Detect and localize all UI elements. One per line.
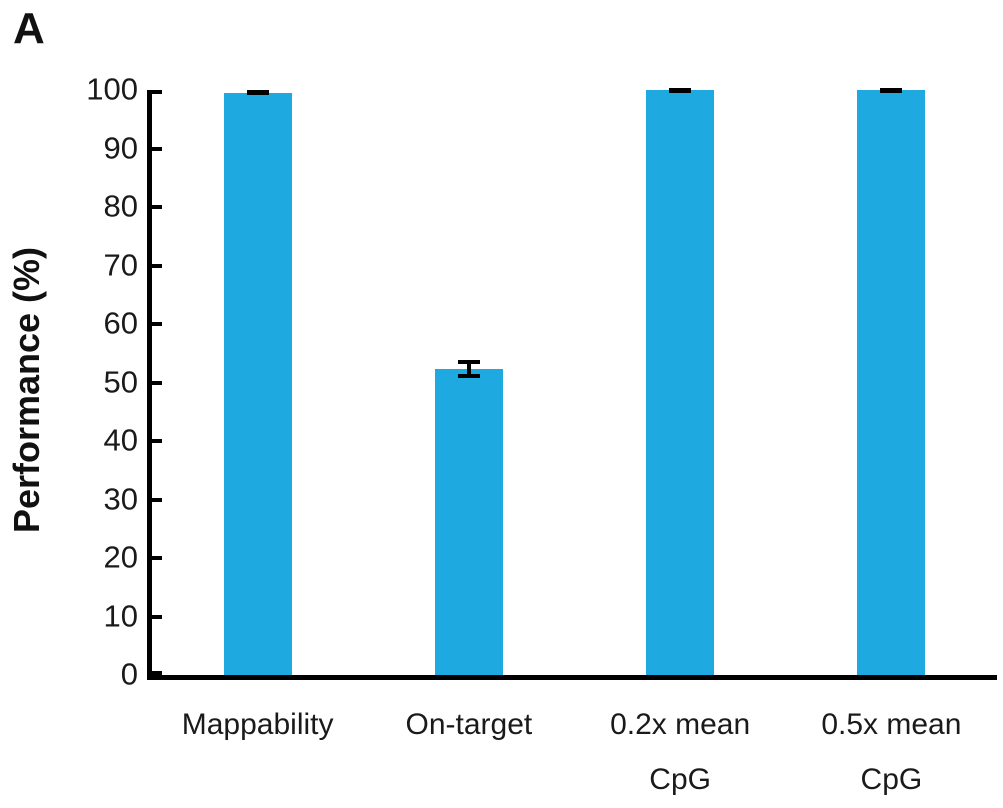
y-tick-label: 70 [103,246,138,282]
y-tick-label: 80 [103,188,138,224]
error-bar-on-target [457,360,480,378]
y-tick-label: 0 [120,656,138,692]
y-axis-tick [152,439,162,443]
y-axis-tick [152,205,162,209]
bar-mappability [223,92,292,675]
x-tick-label-0-5x-mean-cpg: 0.5x mean CpG [821,708,962,796]
error-bar-0-5x-mean-cpg [880,87,903,93]
y-axis-tick [152,614,162,619]
error-bar-mappability [246,90,269,96]
y-axis-tick [152,380,162,385]
y-axis-tick [152,497,162,502]
x-tick-label-mappability: Mappability [181,708,334,741]
plot-area [147,87,997,680]
x-tick-label-0-2x-mean-cpg: 0.2x mean CpG [610,708,751,796]
y-axis-tick [152,146,162,151]
y-tick-label: 60 [103,305,138,341]
y-axis-tick [152,90,162,94]
y-tick-label: 20 [103,539,138,575]
panel-label: A [13,4,45,53]
error-bar-0-2x-mean-cpg [669,87,692,93]
bar-on-target [434,369,503,675]
bar-0-5x-mean-cpg [857,90,926,675]
y-tick-label: 90 [103,129,138,165]
x-tick-label-on-target: On-target [405,708,533,741]
y-axis-tick [152,671,162,675]
y-tick-label: 10 [103,597,138,633]
y-tick-label: 100 [86,71,138,107]
bar-0-2x-mean-cpg [646,90,715,675]
y-axis-tick [152,556,162,560]
y-tick-label: 50 [103,363,138,399]
y-axis-tick [152,263,162,268]
x-axis-labels: Mappability On-target 0.2x mean CpG 0.5x mea… [152,697,997,807]
y-tick-label: 30 [103,480,138,516]
y-axis-tick [152,322,162,326]
y-tick-label: 40 [103,422,138,458]
